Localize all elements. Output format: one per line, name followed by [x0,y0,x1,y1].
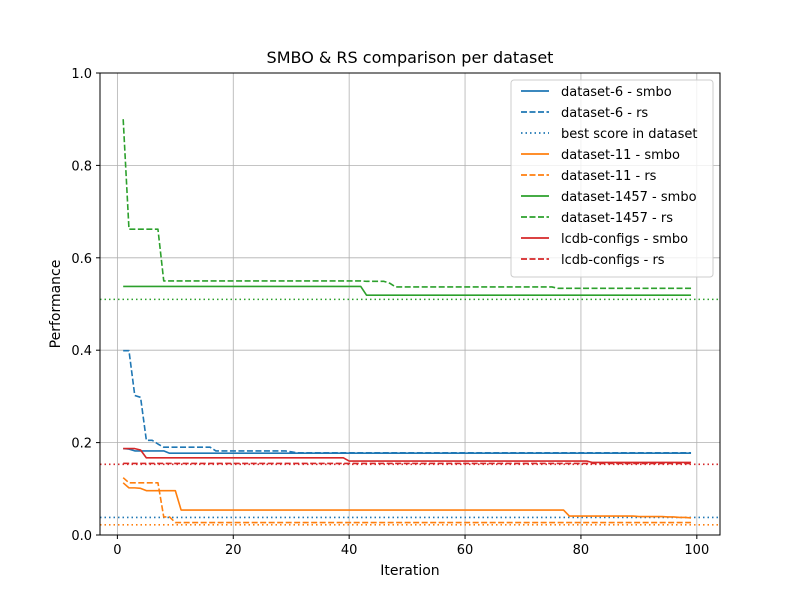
legend-label: dataset-1457 - smbo [561,190,697,205]
plot-area [100,119,720,526]
x-tick-label: 100 [684,543,709,558]
y-tick-label: 0.2 [71,437,92,452]
legend-box [510,79,714,278]
x-tick-label: 80 [573,543,590,558]
series-line-dataset-1457-rs [122,119,692,290]
y-axis-title: Performance [48,260,64,349]
y-tick-label: 0.6 [71,252,92,267]
x-tick-label: 20 [225,543,242,558]
y-tick-label: 1.0 [71,67,92,82]
series-line-dataset-6-rs [123,349,692,454]
series-line-dataset-11-rs [122,477,692,524]
legend-label: lcdb-configs - smbo [561,232,688,247]
legend-label: dataset-11 - rs [561,169,657,184]
legend-label: dataset-11 - smbo [561,148,680,163]
legend-label: dataset-6 - smbo [561,85,672,100]
legend: dataset-6 - smbo dataset-6 - rs best score… [510,79,714,278]
y-tick-label: 0.0 [71,529,92,544]
legend-label: best score in dataset [561,127,697,142]
chart-title: SMBO & RS comparison per dataset [267,48,554,67]
y-tick-label: 0.8 [71,159,92,174]
legend-label: lcdb-configs - rs [561,253,665,268]
legend-label: dataset-1457 - rs [561,211,673,226]
axes: 0 20 40 60 80 100 0.0 0.2 0.4 0.6 0.8 1.0 [71,67,721,558]
legend-label: dataset-6 - rs [561,106,648,121]
x-tick-label: 0 [113,543,121,558]
x-tick-label: 60 [457,543,474,558]
series-line-dataset-11-smbo [122,482,692,519]
x-axis-title: Iteration [380,563,439,579]
y-tick-label: 0.4 [71,344,92,359]
series-line-lcdb-configs-smbo [123,447,692,464]
series-line-dataset-1457-smbo [123,285,692,297]
axes-frame [99,72,721,536]
x-tick-label: 40 [341,543,358,558]
